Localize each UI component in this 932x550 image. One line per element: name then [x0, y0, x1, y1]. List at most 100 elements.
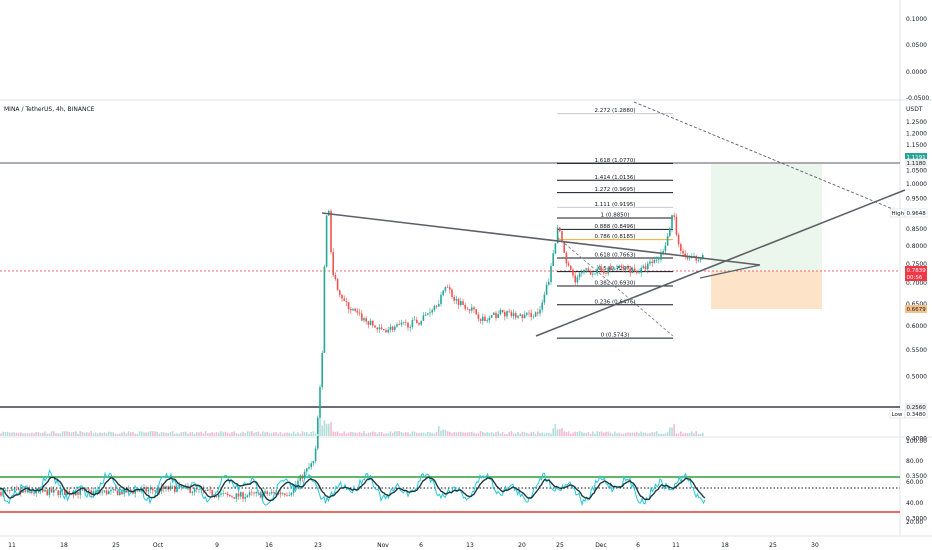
price-tick-label: 0.7500 — [906, 261, 927, 268]
volume-bar — [317, 433, 319, 436]
volume-bar — [301, 431, 304, 436]
candle-body — [587, 268, 590, 272]
volume-bar — [460, 431, 462, 436]
volume-bar — [411, 431, 414, 436]
candle-body — [156, 488, 158, 491]
volume-bar — [497, 431, 499, 436]
volume-bar — [24, 433, 26, 436]
candle-body — [268, 493, 271, 495]
volume-bar — [35, 432, 37, 436]
volume-bar — [581, 431, 583, 436]
candle-body — [389, 326, 392, 330]
candle-body — [218, 494, 220, 498]
candle-body — [442, 290, 444, 295]
volume-bar — [235, 433, 238, 436]
volume-bar — [473, 432, 475, 436]
candle-body — [376, 327, 378, 330]
volume-bar — [321, 425, 323, 436]
volume-bar — [160, 431, 163, 436]
volume-bar — [2, 431, 4, 436]
volume-bar — [323, 420, 326, 436]
candle-body — [409, 326, 411, 328]
candle-body — [79, 489, 81, 495]
candle-body — [88, 489, 90, 491]
target-zone[interactable] — [711, 164, 822, 271]
volume-bar — [220, 431, 222, 436]
candle-body — [288, 495, 290, 496]
candle-body — [229, 494, 231, 497]
volume-bar — [609, 432, 612, 436]
volume-bar — [200, 431, 202, 436]
volume-bar — [174, 433, 176, 436]
candle-body — [647, 263, 649, 270]
volume-bar — [48, 433, 51, 436]
price-tick-label: -0.0500 — [906, 95, 929, 102]
candle-body — [290, 492, 293, 496]
volume-bar — [561, 428, 563, 436]
time-axis[interactable]: 11 18 25 Oct 9 16 23 Nov 6 13 20 25 Dec 6 11 18 25 30 — [8, 542, 819, 549]
candle-body — [563, 241, 565, 253]
volume-bar — [510, 431, 513, 436]
volume-bar — [281, 433, 284, 436]
volume-bar — [295, 433, 297, 436]
volume-bar — [490, 431, 493, 436]
volume-bar — [330, 421, 332, 436]
volume-bar — [378, 431, 381, 436]
candle-body — [226, 493, 229, 495]
time-tick-label: 18 — [721, 542, 729, 549]
volume-bar — [328, 423, 330, 436]
volume-bar — [539, 433, 541, 436]
volume-bar — [567, 431, 570, 436]
volume-bar — [147, 432, 150, 436]
volume-bar — [576, 431, 579, 436]
dashed-projection-line[interactable] — [633, 101, 896, 211]
triangle-right-edge[interactable] — [699, 264, 761, 279]
volume-bar — [488, 432, 491, 436]
volume-bar — [431, 433, 433, 436]
price-tick-label: 1.0500 — [906, 167, 927, 174]
candle-body — [572, 269, 574, 276]
volume-bar — [638, 433, 640, 436]
candle-body — [171, 485, 174, 487]
volume-bar — [132, 432, 134, 436]
volume-bar — [92, 433, 95, 436]
volume-bar — [587, 432, 590, 436]
volume-bar — [655, 431, 658, 436]
candle-body — [508, 311, 510, 312]
price-tag — [905, 273, 927, 281]
volume-bar — [31, 432, 33, 436]
volume-bar — [644, 432, 647, 436]
volume-bar — [578, 431, 581, 436]
volume-bar — [207, 433, 209, 436]
candle-body — [17, 489, 20, 490]
candle-body — [462, 301, 464, 306]
candle-body — [429, 312, 431, 314]
candle-body — [312, 461, 315, 464]
volume-bar — [347, 432, 350, 436]
volume-bar — [68, 431, 70, 436]
volume-bar — [534, 433, 537, 436]
volume-bar — [543, 433, 546, 436]
triangle-upper-trendline[interactable] — [321, 212, 761, 266]
volume-bar — [158, 433, 161, 436]
candle-body — [262, 493, 264, 498]
candle-body — [644, 266, 647, 270]
candle-body — [526, 312, 528, 315]
volume-bar — [53, 431, 55, 436]
price-tick-label: 0.1000 — [906, 16, 927, 23]
candle-body — [537, 312, 539, 314]
candle-body — [658, 259, 660, 261]
triangle-lower-trendline[interactable] — [535, 189, 906, 337]
volume-bar — [589, 433, 592, 436]
candle-body — [570, 265, 572, 270]
candle-body — [636, 270, 638, 273]
candle-body — [334, 275, 337, 280]
candle-body — [627, 266, 629, 269]
stop-zone[interactable] — [711, 271, 822, 309]
volume-bar — [343, 431, 345, 436]
volume-bar — [209, 433, 211, 436]
candle-body — [31, 491, 33, 493]
volume-bar — [501, 432, 504, 436]
price-tick-label: 0.6000 — [906, 323, 927, 330]
